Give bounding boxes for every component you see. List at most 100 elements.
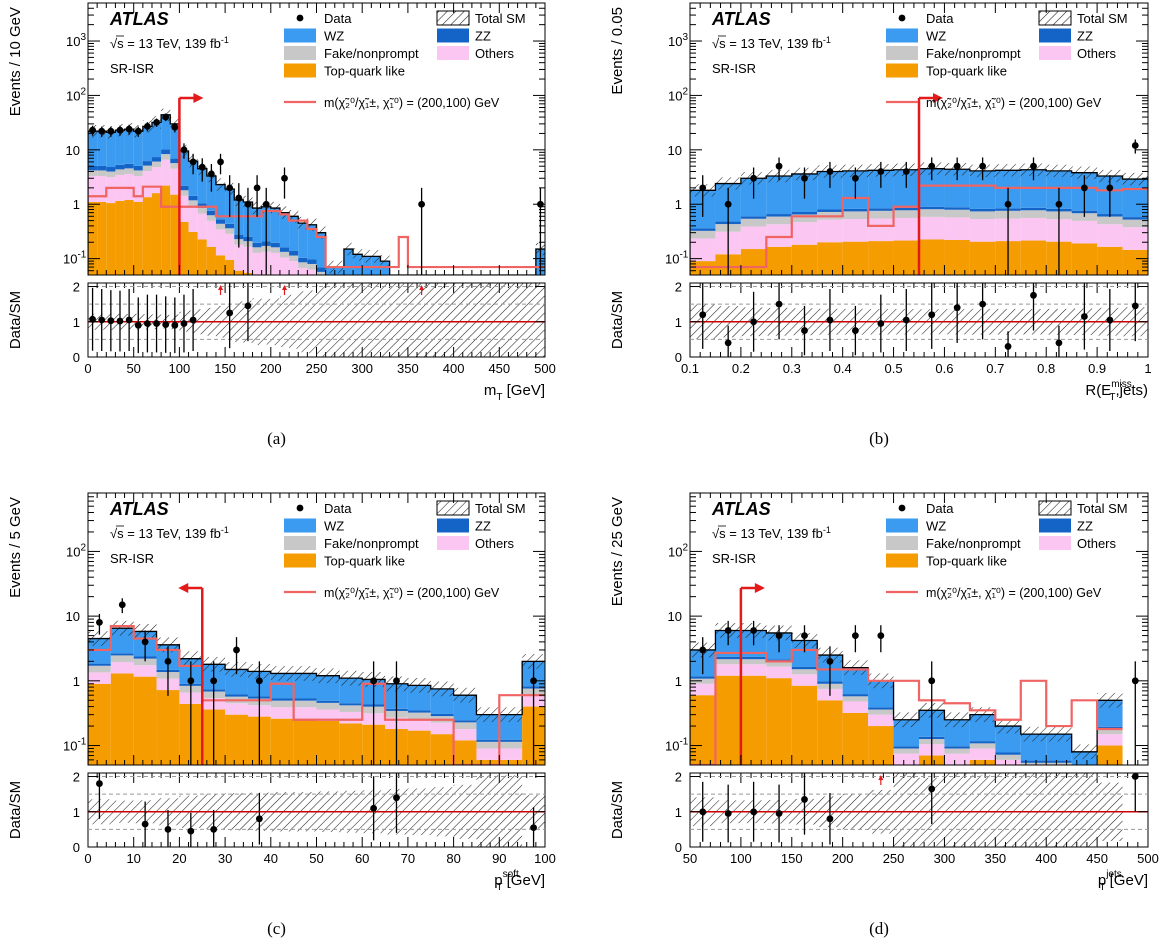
ratio-point	[1030, 291, 1037, 299]
main-pad	[88, 598, 545, 765]
ratio-pad	[88, 773, 545, 847]
stack-bar-others	[97, 176, 107, 202]
stack-bar-top	[1097, 246, 1123, 275]
y-tick-label: 103	[66, 32, 86, 49]
panel-caption: (c)	[267, 919, 286, 938]
stack-bar-zz	[88, 663, 111, 666]
stack-bar-others	[215, 229, 226, 256]
ratio-y-tick-label: 2	[675, 770, 682, 785]
stack-bar-fake	[1097, 729, 1123, 735]
ratio-uncertainty	[535, 283, 545, 357]
data-point	[226, 184, 234, 192]
legend-top-label: Top-quark like	[324, 64, 405, 79]
stack-bar-fake	[868, 709, 894, 715]
x-tick-label: 200	[832, 851, 854, 866]
stack-bar-others	[110, 662, 134, 674]
x-tick-label: 80	[446, 851, 460, 866]
uncertainty-band	[1148, 175, 1173, 187]
x-tick-label: 0.8	[1037, 361, 1055, 376]
x-tick-label: 0.4	[834, 361, 852, 376]
data-point	[217, 158, 224, 166]
stack-bar-zz	[293, 698, 317, 701]
ratio-y-tick-label: 2	[675, 280, 682, 295]
stack-bar-others	[1097, 734, 1123, 746]
legend-wz-swatch	[284, 518, 316, 533]
stack-bar-top	[817, 242, 843, 275]
data-point	[1106, 184, 1114, 192]
stack-bar-top	[1071, 243, 1098, 275]
stack-bar-others	[715, 664, 741, 676]
data-point	[826, 657, 834, 665]
x-tick-label: 0.2	[732, 361, 750, 376]
stack-bar-zz	[188, 195, 198, 201]
x-tick-label: 0.9	[1088, 361, 1106, 376]
data-point	[253, 184, 261, 192]
legend-zz-swatch	[437, 518, 469, 533]
ratio-point	[180, 320, 188, 327]
stack-bar-zz	[791, 211, 818, 215]
stack-bar-fake	[110, 655, 134, 663]
stack-bar-top	[88, 201, 98, 275]
stack-bar-others	[270, 707, 294, 719]
stack-bar-wz	[188, 161, 198, 196]
energy-lumi-label: √s = 13 TeV, 139 fb-1	[110, 35, 229, 51]
stack-bar-others	[1122, 227, 1148, 250]
energy-lumi-label: √s = 13 TeV, 139 fb-1	[712, 525, 831, 541]
data-point	[699, 184, 707, 192]
stack-bar-zz	[1148, 219, 1173, 221]
atlas-label: ATLAS	[711, 499, 771, 519]
stack-bar-fake	[1148, 221, 1173, 229]
stack-bar-fake	[293, 700, 317, 708]
stack-bar-zz	[97, 165, 107, 171]
stack-bar-zz	[252, 242, 262, 248]
stack-bar-wz	[343, 249, 354, 275]
y-tick-label: 10-1	[63, 737, 87, 754]
data-point	[750, 174, 758, 182]
stack-bar-others	[1020, 217, 1047, 241]
stack-bar-wz	[362, 256, 372, 275]
legend-top-swatch	[284, 63, 316, 78]
stack-bar-fake	[969, 211, 996, 220]
stack-bar-others	[88, 672, 111, 684]
ratio-uncertainty	[462, 283, 472, 357]
stack-bar-fake	[1020, 210, 1047, 218]
data-point	[171, 123, 179, 131]
ratio-point	[89, 315, 96, 323]
stack-bar-wz	[161, 114, 171, 150]
main-pad	[88, 108, 545, 275]
legend-top-swatch	[886, 63, 918, 78]
x-tick-label: 0	[84, 851, 91, 866]
panel-caption: (d)	[869, 919, 889, 938]
stack-bar-zz	[868, 208, 894, 211]
legend-total-label: Total SM	[1077, 11, 1128, 26]
region-label: SR-ISR	[110, 551, 154, 566]
signal-line	[88, 185, 545, 269]
ratio-point	[801, 327, 808, 334]
legend-total-swatch	[436, 500, 470, 516]
stack-bar-fake	[270, 700, 294, 708]
stack-bar-zz	[1020, 760, 1047, 763]
ratio-y-tick-label: 2	[73, 280, 80, 295]
main-frame	[689, 492, 1149, 766]
stack-bar-wz	[1148, 181, 1173, 219]
stack-bar-others	[690, 683, 716, 696]
stack-bar-fake	[476, 741, 500, 749]
stack-bar-zz	[476, 739, 500, 742]
ratio-uncertainty	[526, 283, 536, 357]
x-tick-label: 0.1	[681, 361, 699, 376]
stack-bar-top	[133, 676, 157, 765]
x-tick-label: 90	[492, 851, 506, 866]
stack-bar-zz	[289, 251, 299, 256]
data-point	[153, 118, 160, 126]
ratio-point	[255, 815, 263, 823]
ratio-point	[928, 311, 936, 319]
x-tick-label: 40	[264, 851, 278, 866]
stack-bar-zz	[270, 242, 280, 248]
ratio-uncertainty	[426, 283, 436, 357]
stack-bar-zz	[88, 165, 98, 171]
data-point	[418, 200, 426, 208]
data-point	[393, 677, 400, 685]
ratio-pad	[690, 283, 1148, 357]
stack-bar-zz	[225, 223, 235, 229]
